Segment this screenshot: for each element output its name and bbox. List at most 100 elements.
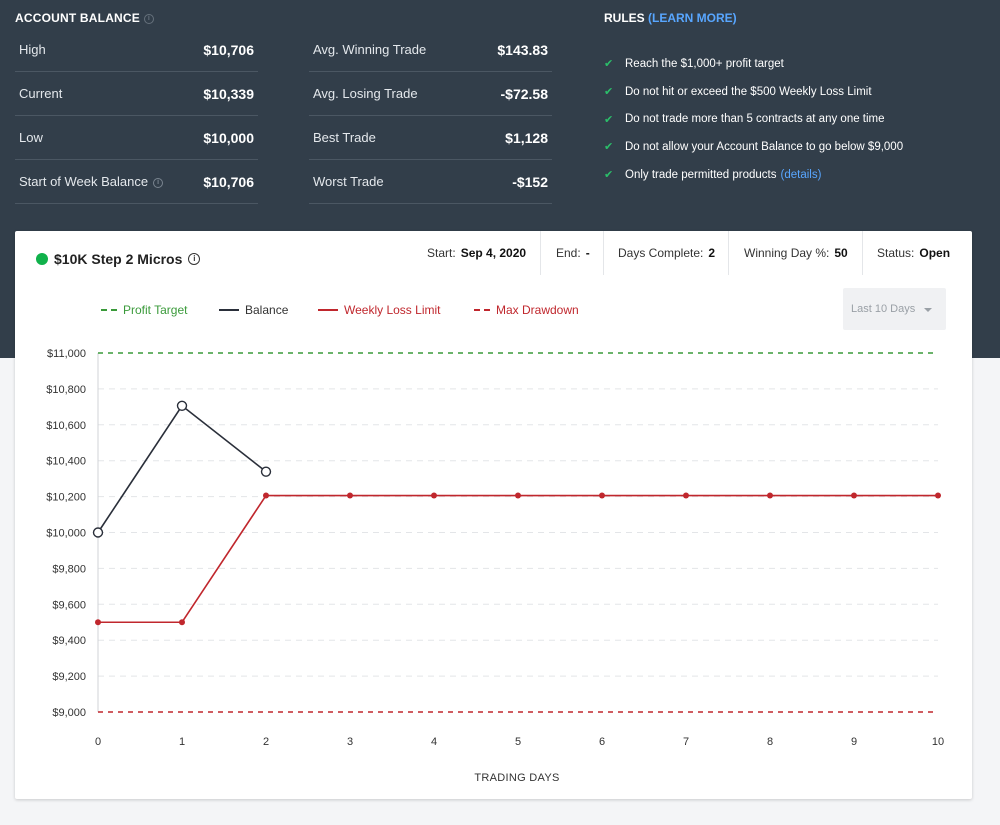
data-point-weekly-loss-limit (767, 492, 773, 499)
winning-label: Winning Day %: (744, 246, 830, 260)
check-icon: ✔ (604, 58, 614, 71)
account-name: $10K Step 2 Micros (54, 251, 183, 267)
winning-value: 50 (834, 246, 848, 260)
info-icon[interactable]: i (188, 252, 201, 265)
data-point-weekly-loss-limit (431, 492, 437, 499)
end-label: End: (556, 246, 581, 260)
legend-swatch (474, 309, 490, 311)
stat-label: Avg. Losing Trade (313, 86, 418, 101)
divider (540, 231, 541, 275)
stat-row-start-of-week: Start of Week Balance i $10,706 (15, 160, 258, 204)
info-icon[interactable]: i (144, 13, 154, 24)
stat-row-high: High $10,706 (15, 28, 258, 72)
days-value: 2 (708, 246, 716, 260)
check-icon: ✔ (604, 169, 614, 182)
legend-max-drawdown[interactable]: Max Drawdown (474, 303, 579, 317)
rule-text: Do not hit or exceed the $500 Weekly Los… (625, 85, 872, 98)
stat-label: Current (19, 86, 63, 101)
legend-swatch (101, 309, 117, 311)
data-point-weekly-loss-limit (851, 492, 857, 499)
data-point-weekly-loss-limit (515, 492, 521, 499)
stat-row-worst-trade: Worst Trade -$152 (309, 160, 552, 204)
y-tick-label: $9,800 (52, 563, 86, 575)
divider (728, 231, 729, 275)
x-tick-label: 1 (179, 736, 185, 748)
x-tick-label: 10 (932, 736, 944, 748)
end-value: - (585, 246, 590, 260)
legend-weekly-loss-limit[interactable]: Weekly Loss Limit (318, 303, 440, 317)
data-point-weekly-loss-limit (347, 492, 353, 499)
stat-label: Low (19, 130, 43, 145)
rule-item: ✔ Do not hit or exceed the $500 Weekly Lo… (604, 78, 984, 106)
stat-row-avg-winning: Avg. Winning Trade $143.83 (309, 28, 552, 72)
stat-value: -$72.58 (500, 85, 548, 102)
stat-value: $10,706 (203, 41, 254, 58)
stat-value: $10,339 (203, 85, 254, 102)
x-tick-label: 5 (515, 736, 521, 748)
account-balance-heading: ACCOUNT BALANCE i (15, 11, 154, 25)
stat-label-start-of-week: Start of Week Balance i (19, 174, 164, 189)
rule-text: Do not allow your Account Balance to go … (625, 140, 904, 153)
stat-label: High (19, 42, 46, 57)
data-point-weekly-loss-limit (599, 492, 605, 499)
account-chart-card: $10K Step 2 Micros i Start: Sep 4, 2020 En… (15, 231, 972, 799)
stat-value: $10,706 (203, 173, 254, 190)
stat-value: $143.83 (497, 41, 548, 58)
chart-grid (97, 353, 938, 712)
account-status: Status: Open (877, 231, 950, 275)
details-link[interactable]: (details) (780, 168, 822, 181)
rules-heading: RULES (LEARN MORE) (604, 11, 984, 25)
stat-value: $10,000 (203, 129, 254, 146)
rules-title: RULES (604, 11, 645, 25)
legend-label: Weekly Loss Limit (344, 303, 441, 317)
rule-text: Reach the $1,000+ profit target (625, 57, 784, 70)
stat-label: Worst Trade (313, 174, 384, 189)
start-date: Start: Sep 4, 2020 (427, 231, 526, 275)
stat-label: Best Trade (313, 130, 376, 145)
y-tick-label: $9,400 (52, 635, 86, 647)
stat-row-low: Low $10,000 (15, 116, 258, 160)
stat-label-text: Start of Week Balance (19, 174, 149, 189)
y-axis-ticks: $9,000 $9,200 $9,400 $9,600 $9,800 $10,000 $10… (46, 348, 86, 719)
data-point-weekly-loss-limit (683, 492, 689, 499)
check-icon: ✔ (604, 113, 614, 126)
data-point-balance (176, 400, 188, 411)
y-tick-label: $9,200 (52, 671, 86, 683)
data-point-weekly-loss-limit (179, 619, 185, 626)
info-icon[interactable]: i (153, 177, 164, 188)
stat-label: Avg. Winning Trade (313, 42, 427, 57)
y-tick-label: $9,000 (52, 707, 86, 719)
start-value: Sep 4, 2020 (460, 246, 527, 260)
legend-profit-target[interactable]: Profit Target (101, 303, 187, 317)
x-tick-label: 4 (431, 736, 437, 748)
rule-item: ✔ Do not trade more than 5 contracts at a… (604, 105, 984, 133)
data-point-balance (92, 527, 104, 538)
x-tick-label: 7 (683, 736, 689, 748)
legend-label: Profit Target (123, 303, 188, 317)
x-tick-label: 0 (95, 736, 101, 748)
status-label: Status: (877, 246, 915, 260)
y-tick-label: $11,000 (47, 348, 86, 360)
account-balance-title: ACCOUNT BALANCE (15, 11, 140, 25)
legend-label: Balance (245, 303, 289, 317)
account-name-heading: $10K Step 2 Micros i (54, 251, 201, 267)
chart-series (92, 352, 941, 713)
date-range-select[interactable]: Last 10 Days (843, 288, 946, 330)
y-tick-label: $9,600 (52, 599, 86, 611)
check-icon: ✔ (604, 86, 614, 99)
legend-balance[interactable]: Balance (219, 303, 288, 317)
y-tick-label: $10,000 (46, 528, 86, 540)
learn-more-link[interactable]: (LEARN MORE) (648, 11, 737, 25)
stat-row-avg-losing: Avg. Losing Trade -$72.58 (309, 72, 552, 116)
status-dot-icon (36, 253, 48, 265)
winning-day: Winning Day %: 50 (744, 231, 848, 275)
y-tick-label: $10,800 (46, 384, 86, 396)
check-icon: ✔ (604, 141, 614, 154)
days-complete: Days Complete: 2 (618, 231, 715, 275)
rule-item: ✔ Reach the $1,000+ profit target (604, 50, 984, 78)
date-range-value: Last 10 Days (851, 303, 916, 315)
divider (862, 231, 863, 275)
balance-chart: $9,000 $9,200 $9,400 $9,600 $9,800 $10,000 $10… (46, 348, 944, 784)
legend-label: Max Drawdown (496, 303, 579, 317)
end-date: End: - (556, 231, 590, 275)
